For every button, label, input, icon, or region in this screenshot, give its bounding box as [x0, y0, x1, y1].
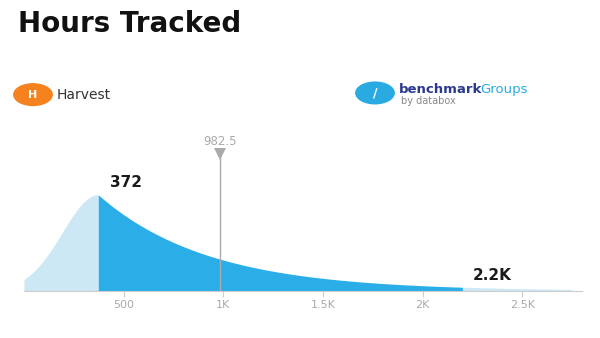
Text: /: /: [373, 87, 377, 99]
Text: Harvest: Harvest: [57, 88, 111, 102]
Text: H: H: [28, 90, 38, 100]
Text: benchmark: benchmark: [399, 83, 482, 96]
Text: 2.2K: 2.2K: [472, 268, 511, 283]
Text: 372: 372: [110, 175, 142, 190]
Text: Hours Tracked: Hours Tracked: [18, 10, 241, 38]
Text: Groups: Groups: [480, 83, 527, 96]
Text: 982.5: 982.5: [203, 135, 236, 148]
Text: by databox: by databox: [401, 96, 455, 106]
